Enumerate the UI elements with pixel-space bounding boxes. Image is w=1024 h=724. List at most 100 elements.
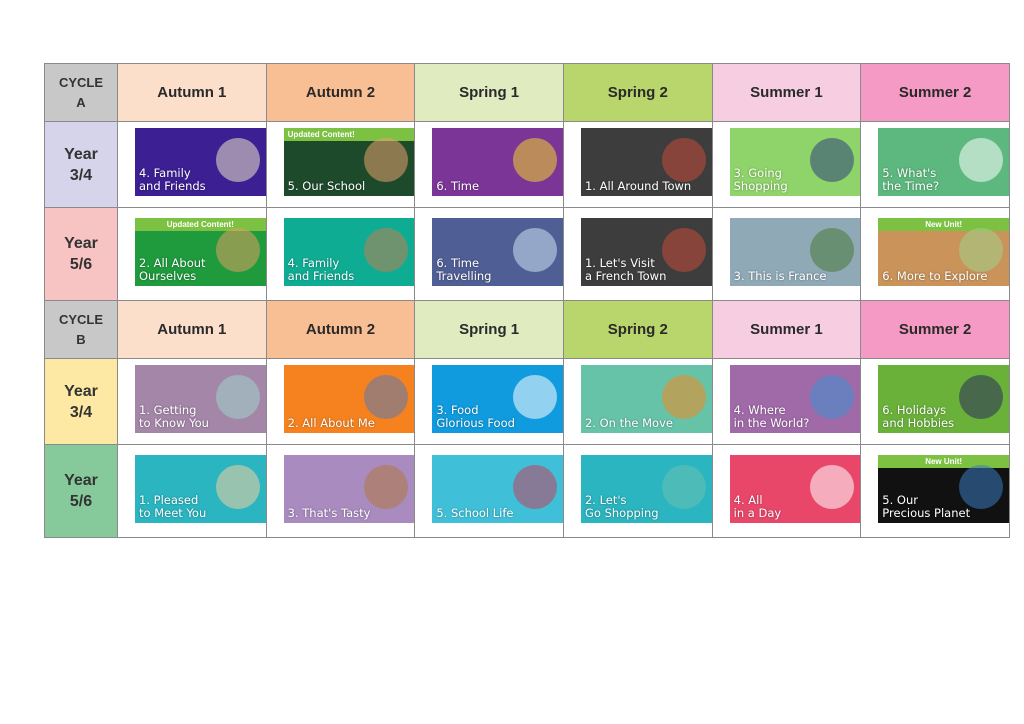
unit-card[interactable]: Updated Content! 5. Our School (283, 128, 414, 196)
unit-title: 6. Holidays and Hobbies (882, 403, 955, 430)
unit-cell: 3. Going Shopping (711, 121, 862, 208)
unit-title: 3. That's Tasty (287, 506, 371, 520)
term-header: Autumn 2 (265, 63, 416, 122)
unit-cell: 6. Time (414, 121, 564, 208)
unit-title: 5. What's the Time? (882, 166, 940, 193)
unit-cell: 4. Where in the World? (711, 358, 862, 445)
unit-card[interactable]: New Unit! 6. More to Explore (878, 218, 1009, 286)
unit-cell: 1. All Around Town (562, 121, 713, 208)
year-label-text: Year 5/6 (64, 472, 98, 510)
term-header: Spring 2 (562, 63, 713, 122)
year-label: Year 5/6 (44, 207, 118, 301)
year-label-text: Year 3/4 (64, 382, 98, 421)
unit-title: 6. Time (436, 179, 480, 193)
unit-card[interactable]: 3. Going Shopping (729, 128, 860, 196)
year-label-text: Year 3/4 (64, 145, 98, 184)
unit-cell: 3. That's Tasty (265, 444, 416, 538)
unit-title: 2. All About Me (287, 416, 375, 430)
unit-title: 2. On the Move (584, 416, 673, 430)
unit-title: 4. All in a Day (733, 493, 782, 520)
unit-cell: 2. On the Move (562, 358, 713, 445)
year-label-text: Year 5/6 (64, 235, 98, 273)
unit-cell: 1. Pleased to Meet You (117, 444, 267, 538)
unit-illustration (810, 228, 855, 272)
unit-cell: 6. Time Travelling (414, 207, 564, 301)
year-label: Year 3/4 (44, 121, 118, 208)
year-row: Year 3/4 4. Family and Friends Updated Con… (44, 121, 1010, 208)
year-row: Year 5/6 Updated Content! 2. All About Our… (44, 207, 1010, 301)
unit-illustration (215, 138, 260, 182)
unit-card[interactable]: 6. Time (432, 128, 563, 196)
unit-card[interactable]: 1. Let's Visit a French Town (580, 218, 712, 286)
unit-cell: Updated Content! 5. Our School (265, 121, 416, 208)
unit-title: 3. Food Glorious Food (436, 403, 515, 430)
unit-card[interactable]: 2. All About Me (283, 365, 414, 433)
unit-cell: 4. All in a Day (711, 444, 862, 538)
unit-illustration (810, 375, 855, 419)
unit-title: 1. Pleased to Meet You (139, 493, 207, 520)
unit-card[interactable]: 3. That's Tasty (283, 455, 414, 523)
term-header: Summer 2 (860, 63, 1010, 122)
term-header: Autumn 2 (265, 300, 416, 359)
unit-title: 1. Let's Visit a French Town (584, 256, 667, 283)
unit-title: 5. Our Precious Planet (882, 493, 971, 520)
unit-card[interactable]: 6. Time Travelling (432, 218, 563, 286)
unit-card[interactable]: 4. All in a Day (729, 455, 860, 523)
unit-cell: 6. Holidays and Hobbies (860, 358, 1010, 445)
cycle-header-row: CYCLE B Autumn 1 Autumn 2 Spring 1 Spring 2 S… (44, 300, 1010, 359)
unit-card[interactable]: Updated Content! 2. All About Ourselves (135, 218, 266, 286)
term-header: Autumn 1 (117, 63, 267, 122)
unit-cell: 5. School Life (414, 444, 564, 538)
unit-card[interactable]: 3. Food Glorious Food (432, 365, 563, 433)
unit-card[interactable]: 1. Getting to Know You (135, 365, 266, 433)
unit-illustration (215, 465, 260, 509)
unit-card[interactable]: 3. This is France (729, 218, 860, 286)
term-header: Summer 2 (860, 300, 1010, 359)
unit-title: 6. Time Travelling (436, 256, 492, 283)
unit-illustration (661, 138, 706, 182)
term-header: Spring 2 (562, 300, 713, 359)
year-row: Year 3/4 1. Getting to Know You 2. All Abo… (44, 358, 1010, 445)
unit-illustration (215, 375, 260, 419)
unit-title: 5. School Life (436, 506, 514, 520)
unit-illustration (959, 228, 1003, 272)
unit-illustration (512, 228, 557, 272)
unit-card[interactable]: 1. Pleased to Meet You (135, 455, 266, 523)
unit-card[interactable]: 6. Holidays and Hobbies (878, 365, 1009, 433)
cycle-label: CYCLE B (44, 300, 118, 359)
unit-title: 5. Our School (287, 179, 366, 193)
unit-illustration (215, 228, 260, 272)
unit-title: 1. Getting to Know You (139, 403, 209, 430)
unit-illustration (661, 228, 706, 272)
unit-illustration (959, 138, 1003, 182)
unit-card[interactable]: 2. Let's Go Shopping (580, 455, 712, 523)
unit-illustration (959, 465, 1003, 509)
cycle-label: CYCLE A (44, 63, 118, 122)
unit-illustration (959, 375, 1003, 419)
unit-card[interactable]: 4. Family and Friends (283, 218, 414, 286)
unit-card[interactable]: 4. Family and Friends (135, 128, 266, 196)
unit-badge: New Unit! (878, 455, 1009, 468)
unit-card[interactable]: 1. All Around Town (580, 128, 712, 196)
unit-title: 4. Where in the World? (733, 403, 810, 430)
unit-badge: Updated Content! (135, 218, 266, 231)
unit-card[interactable]: New Unit! 5. Our Precious Planet (878, 455, 1009, 523)
unit-card[interactable]: 5. School Life (432, 455, 563, 523)
term-header: Summer 1 (711, 63, 862, 122)
unit-title: 4. Family and Friends (139, 166, 206, 193)
unit-title: 6. More to Explore (882, 269, 988, 283)
unit-illustration (364, 465, 409, 509)
unit-cell: 1. Let's Visit a French Town (562, 207, 713, 301)
unit-title: 1. All Around Town (584, 179, 692, 193)
unit-card[interactable]: 2. On the Move (580, 365, 712, 433)
unit-illustration (364, 138, 409, 182)
unit-cell: 4. Family and Friends (265, 207, 416, 301)
unit-card[interactable]: 4. Where in the World? (729, 365, 860, 433)
term-header: Spring 1 (414, 63, 564, 122)
unit-cell: 4. Family and Friends (117, 121, 267, 208)
unit-illustration (661, 375, 706, 419)
unit-card[interactable]: 5. What's the Time? (878, 128, 1009, 196)
term-header: Spring 1 (414, 300, 564, 359)
term-header: Autumn 1 (117, 300, 267, 359)
